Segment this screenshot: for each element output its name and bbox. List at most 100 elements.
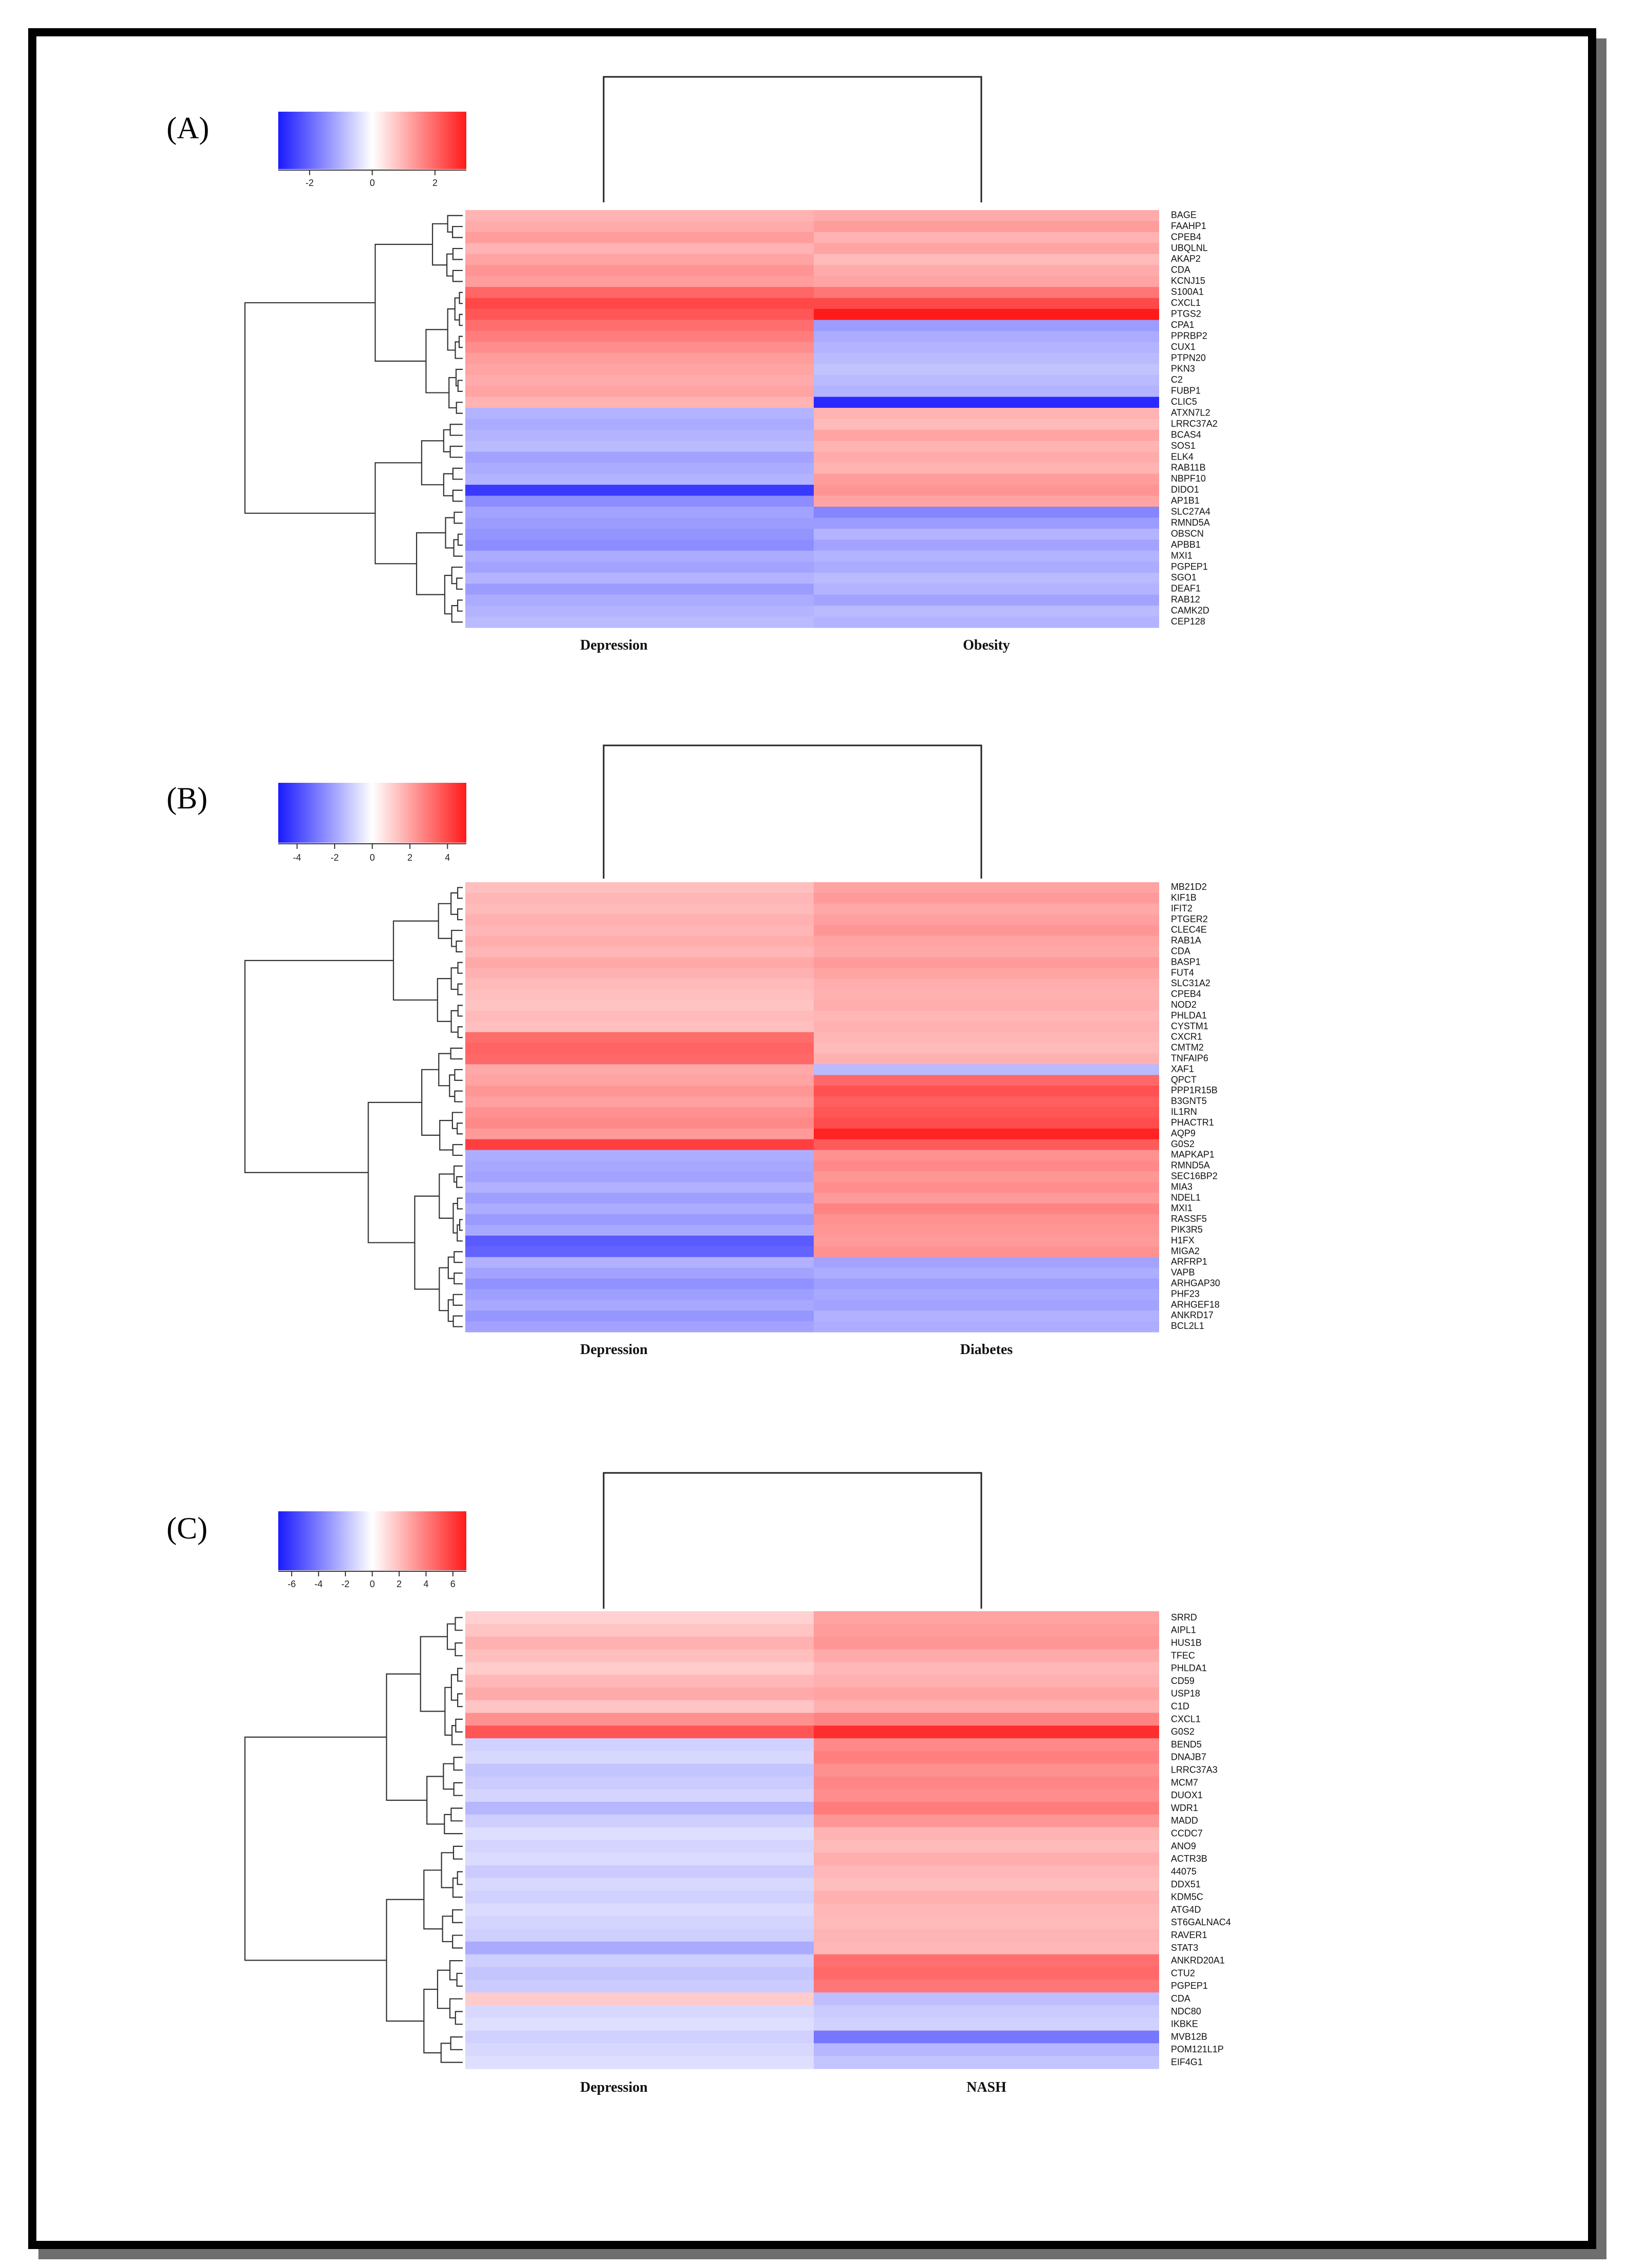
row-label: RAB12 <box>1171 594 1200 605</box>
heatmap-cell <box>465 1827 814 1841</box>
colorbar-tick-label: 0 <box>369 852 375 863</box>
heatmap-cell <box>814 232 1159 243</box>
row-label: MB21D2 <box>1171 882 1207 892</box>
heatmap-cell <box>465 1053 814 1065</box>
heatmap-cell <box>814 1738 1159 1752</box>
heatmap-cell <box>465 1992 814 2006</box>
row-label: AKAP2 <box>1171 254 1201 264</box>
row-label: 44075 <box>1171 1866 1197 1877</box>
row-label: MXI1 <box>1171 550 1192 560</box>
heatmap-cell <box>465 232 814 243</box>
colorbar-tick-label: -2 <box>341 1579 349 1589</box>
row-label: MXI1 <box>1171 1203 1192 1213</box>
heatmap-cell <box>814 1182 1159 1193</box>
heatmap-cell <box>814 882 1159 893</box>
row-label: G0S2 <box>1171 1726 1194 1737</box>
panel-label: (A) <box>167 111 209 145</box>
column-label: NASH <box>966 2079 1006 2095</box>
heatmap-cell <box>465 2030 814 2044</box>
row-label: BCAS4 <box>1171 429 1201 440</box>
row-label: MIGA2 <box>1171 1246 1200 1256</box>
row-label: FUT4 <box>1171 967 1194 977</box>
heatmap-cell <box>814 1789 1159 1802</box>
heatmap-cell <box>814 374 1159 386</box>
heatmap-cell <box>465 495 814 507</box>
heatmap-cell <box>814 419 1159 430</box>
row-label: IKBKE <box>1171 2019 1198 2029</box>
heatmap-cell <box>814 1929 1159 1942</box>
heatmap-cell <box>465 616 814 628</box>
heatmap-cell <box>465 485 814 496</box>
heatmap-cell <box>814 1021 1159 1033</box>
row-dendrogram <box>244 887 463 1327</box>
heatmap-cell <box>465 606 814 617</box>
row-label: LRRC37A2 <box>1171 419 1218 429</box>
row-label: TNFAIP6 <box>1171 1053 1208 1064</box>
row-label: MIA3 <box>1171 1181 1192 1192</box>
heatmap-cell <box>814 1890 1159 1904</box>
column-label: Depression <box>580 2079 648 2095</box>
heatmap-cell <box>814 957 1159 968</box>
heatmap-cell <box>465 528 814 540</box>
row-label: PKN3 <box>1171 364 1195 374</box>
heatmap-cell <box>465 1878 814 1891</box>
heatmap-cell <box>814 925 1159 937</box>
heatmap-cell <box>814 1267 1159 1279</box>
heatmap-cell <box>465 1662 814 1675</box>
row-label: ARHGAP30 <box>1171 1278 1220 1288</box>
row-label: CDA <box>1171 265 1190 275</box>
colorbar-tick-label: 0 <box>369 178 375 188</box>
row-label: RMND5A <box>1171 517 1210 528</box>
heatmap-cell <box>465 1941 814 1955</box>
row-label: B3GNT5 <box>1171 1096 1207 1106</box>
panel-label: (B) <box>167 781 208 815</box>
heatmap-cell <box>814 429 1159 441</box>
heatmap-cell <box>465 1649 814 1662</box>
row-label: KIF1B <box>1171 892 1197 903</box>
heatmap-cell <box>814 1300 1159 1311</box>
heatmap-cell <box>465 903 814 915</box>
heatmap-cell <box>465 1890 814 1904</box>
heatmap-cell <box>814 968 1159 979</box>
heatmap-cell <box>814 2017 1159 2031</box>
heatmap-cell <box>465 1814 814 1828</box>
heatmap-cell <box>814 1289 1159 1300</box>
heatmap-cell <box>465 550 814 562</box>
heatmap-cell <box>814 1000 1159 1011</box>
heatmap-cell <box>465 1117 814 1129</box>
heatmap-cell <box>465 1611 814 1625</box>
heatmap-cell <box>465 1171 814 1182</box>
row-label: C1D <box>1171 1701 1189 1711</box>
row-label: DIDO1 <box>1171 485 1199 495</box>
heatmap-cell <box>465 1043 814 1054</box>
heatmap-cell <box>814 397 1159 408</box>
heatmap-cell <box>814 495 1159 507</box>
heatmap-cell <box>814 1278 1159 1289</box>
row-label: BCL2L1 <box>1171 1321 1204 1331</box>
row-label: G0S2 <box>1171 1139 1194 1149</box>
heatmap-cell <box>465 265 814 277</box>
heatmap-cell <box>465 1321 814 1333</box>
heatmap-cell <box>465 1789 814 1802</box>
row-label: MCM7 <box>1171 1777 1198 1787</box>
heatmap-cell <box>814 1827 1159 1841</box>
row-label: ARFRP1 <box>1171 1257 1207 1267</box>
heatmap-cell <box>465 1967 814 1980</box>
row-label: ATXN7L2 <box>1171 407 1210 418</box>
heatmap-cell <box>465 1916 814 1929</box>
heatmap-cell <box>465 1075 814 1086</box>
panel-label: (C) <box>167 1511 208 1545</box>
heatmap-cell <box>465 1021 814 1033</box>
heatmap-cell <box>465 1096 814 1108</box>
heatmap-cell <box>814 1941 1159 1955</box>
heatmap-cell <box>814 210 1159 222</box>
heatmap-cell <box>814 1611 1159 1625</box>
heatmap-cell <box>814 1043 1159 1054</box>
heatmap-cell <box>814 1713 1159 1726</box>
row-label: KCNJ15 <box>1171 276 1205 286</box>
row-label: IL1RN <box>1171 1107 1197 1117</box>
heatmap-cell <box>465 243 814 255</box>
column-dendrogram <box>603 76 982 202</box>
row-label: ST6GALNAC4 <box>1171 1917 1231 1927</box>
row-label: NDEL1 <box>1171 1192 1201 1202</box>
